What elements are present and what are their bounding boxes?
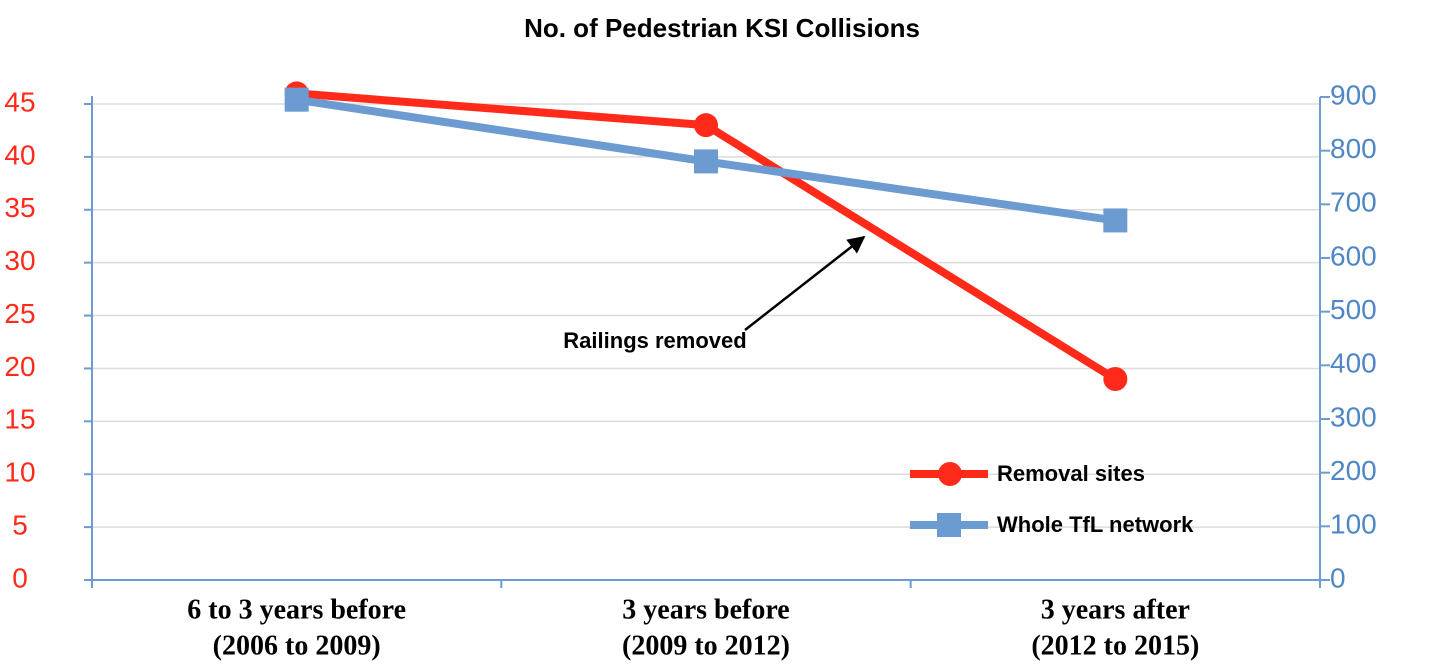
y-tick-label: 0 bbox=[12, 562, 28, 593]
legend-marker bbox=[938, 462, 962, 486]
x-tick-label: 3 years after bbox=[1041, 594, 1190, 625]
y2-tick-label: 0 bbox=[1330, 562, 1346, 593]
y-tick-label: 10 bbox=[4, 457, 35, 488]
y-tick-label: 20 bbox=[4, 351, 35, 382]
y2-tick-label: 800 bbox=[1330, 133, 1377, 164]
y-tick-label: 30 bbox=[4, 245, 35, 276]
point bbox=[694, 149, 718, 174]
y-tick-label: 45 bbox=[4, 86, 35, 117]
annotation: Railings removed bbox=[563, 328, 746, 353]
x-tick-label: (2012 to 2015) bbox=[1031, 630, 1199, 661]
y-tick-label: 40 bbox=[4, 139, 35, 170]
point bbox=[1103, 367, 1128, 392]
point bbox=[284, 87, 309, 112]
x-tick-label: (2006 to 2009) bbox=[213, 630, 381, 661]
x-tick-label: 6 to 3 years before bbox=[187, 594, 406, 625]
x-tick-label: 3 years before bbox=[622, 594, 789, 625]
y2-tick-label: 200 bbox=[1330, 455, 1377, 486]
y2-tick-label: 900 bbox=[1330, 79, 1377, 110]
y-tick-label: 5 bbox=[12, 510, 28, 541]
legend-label: Whole TfL network bbox=[997, 512, 1194, 537]
x-tick-label: (2009 to 2012) bbox=[622, 630, 790, 661]
legend-marker bbox=[937, 513, 961, 537]
y2-tick-label: 100 bbox=[1330, 509, 1377, 540]
point bbox=[1103, 208, 1128, 233]
y-tick-label: 15 bbox=[4, 404, 35, 435]
y2-tick-label: 400 bbox=[1330, 348, 1377, 379]
chart-title: No. of Pedestrian KSI Collisions bbox=[524, 13, 920, 43]
legend-label: Removal sites bbox=[997, 461, 1145, 486]
y2-tick-label: 500 bbox=[1330, 294, 1377, 325]
annotation-arrow bbox=[744, 235, 866, 331]
y2-tick-label: 600 bbox=[1330, 240, 1377, 271]
y2-tick-label: 700 bbox=[1330, 187, 1377, 218]
y2-tick-label: 300 bbox=[1330, 401, 1377, 432]
point bbox=[694, 113, 718, 138]
y-tick-label: 25 bbox=[4, 298, 35, 329]
y-tick-label: 35 bbox=[4, 192, 35, 223]
